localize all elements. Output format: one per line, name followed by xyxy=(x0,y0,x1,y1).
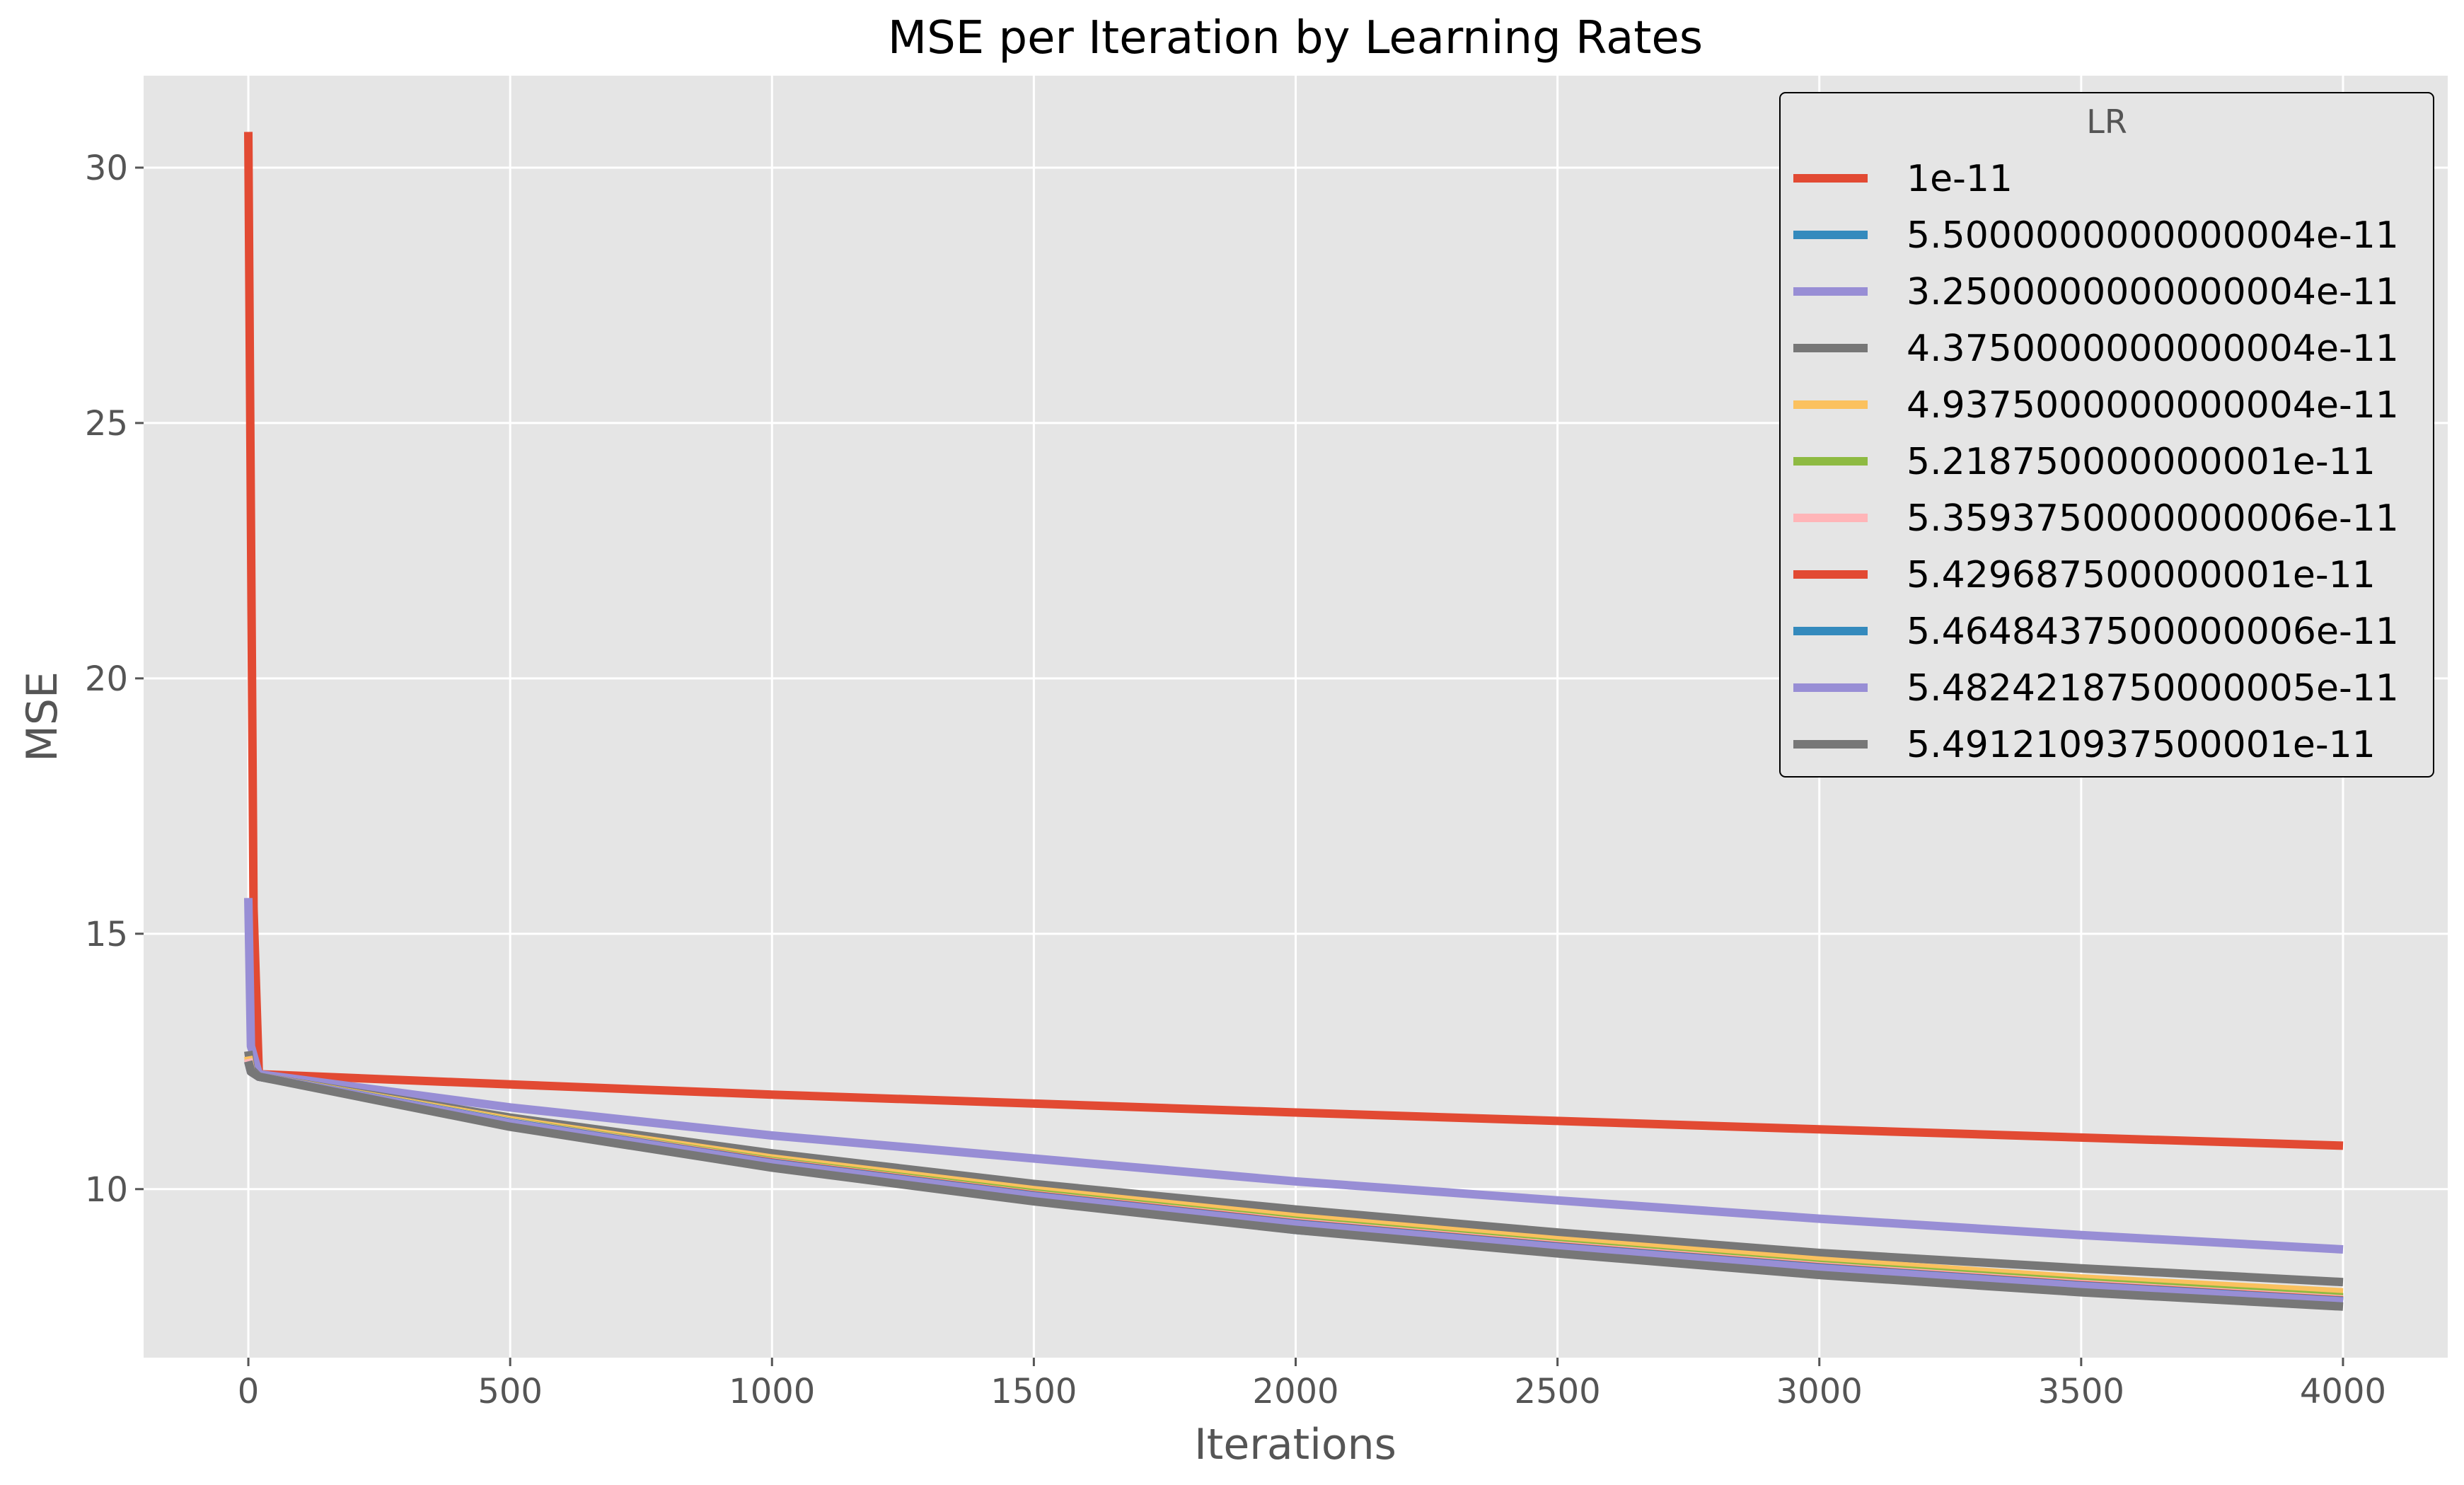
legend-box xyxy=(1779,92,2434,778)
y-tick-label: 25 xyxy=(85,404,128,444)
legend-label: 1e-11 xyxy=(1907,158,2013,200)
legend-label: 5.4824218750000005e-11 xyxy=(1907,667,2399,710)
x-tick-label: 1000 xyxy=(729,1372,815,1411)
legend: LR 1e-11 5.5000000000000004e-11 3.25000000… xyxy=(1779,92,2434,778)
series-line-1 xyxy=(244,132,2344,1150)
series-lines xyxy=(244,132,2344,1311)
legend-label: 4.3750000000000004e-11 xyxy=(1907,328,2399,370)
legend-title: LR xyxy=(2086,103,2127,141)
legend-label: 4.9375000000000004e-11 xyxy=(1907,384,2399,427)
legend-label: 3.2500000000000004e-11 xyxy=(1907,271,2399,313)
x-tick-label: 500 xyxy=(478,1372,543,1411)
chart-title: MSE per Iteration by Learning Rates xyxy=(888,12,1703,64)
x-tick-label: 3000 xyxy=(1776,1372,1863,1411)
x-tick-label: 2000 xyxy=(1252,1372,1338,1411)
x-tick-label: 4000 xyxy=(2300,1372,2386,1411)
y-axis-ticks: 10 15 20 25 30 xyxy=(85,149,144,1210)
x-tick-label: 3500 xyxy=(2038,1372,2124,1411)
y-tick-label: 15 xyxy=(85,915,128,954)
x-axis-label: Iterations xyxy=(1194,1420,1396,1469)
legend-label: 5.4648437500000006e-11 xyxy=(1907,611,2399,653)
legend-label: 5.5000000000000004e-11 xyxy=(1907,214,2399,257)
series-line-3 xyxy=(244,898,2344,1254)
legend-label: 5.429687500000001e-11 xyxy=(1907,554,2376,596)
x-tick-label: 2500 xyxy=(1515,1372,1601,1411)
series-line-11 xyxy=(244,1060,2344,1311)
y-tick-label: 10 xyxy=(85,1170,128,1210)
y-tick-label: 30 xyxy=(85,149,128,188)
legend-label: 5.491210937500001e-11 xyxy=(1907,724,2376,766)
y-tick-label: 20 xyxy=(85,659,128,699)
legend-label: 5.218750000000001e-11 xyxy=(1907,441,2376,483)
x-tick-label: 0 xyxy=(238,1372,260,1411)
x-axis-ticks: 0 500 1000 1500 2000 2500 3000 3500 4000 xyxy=(238,1358,2386,1411)
legend-label: 5.3593750000000006e-11 xyxy=(1907,497,2399,540)
x-tick-label: 1500 xyxy=(990,1372,1077,1411)
y-axis-label: MSE xyxy=(18,671,67,762)
